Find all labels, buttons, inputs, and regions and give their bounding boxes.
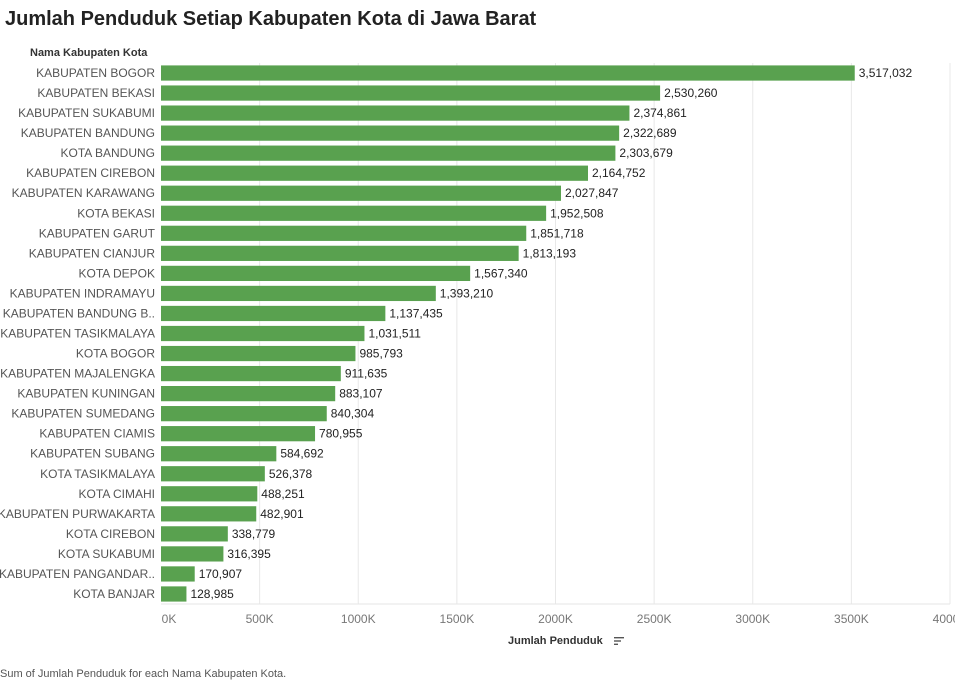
category-label: KOTA BEKASI (77, 206, 155, 220)
value-label: 780,955 (319, 427, 363, 441)
category-label: KOTA BOGOR (76, 347, 155, 361)
category-label: KABUPATEN CIANJUR (29, 246, 156, 260)
value-label: 488,251 (261, 487, 305, 501)
category-label: KABUPATEN BANDUNG (21, 126, 155, 140)
row-axis-header[interactable]: Nama Kabupaten Kota (30, 47, 148, 59)
value-label: 2,303,679 (619, 146, 673, 160)
category-label: KABUPATEN SUKABUMI (18, 106, 155, 120)
bar (161, 125, 620, 141)
x-tick-label: 2500K (637, 612, 672, 626)
bar (161, 586, 187, 602)
x-tick-label: 3500K (834, 612, 869, 626)
value-label: 1,031,511 (368, 327, 421, 341)
category-label: KABUPATEN BOGOR (36, 66, 155, 80)
value-label: 985,793 (359, 347, 403, 361)
bar (161, 345, 356, 362)
category-label: KABUPATEN BEKASI (37, 86, 155, 100)
category-label: KOTA CIMAHI (79, 487, 155, 501)
category-label: KABUPATEN GARUT (39, 226, 156, 240)
value-label: 2,530,260 (664, 86, 718, 100)
category-label: KABUPATEN INDRAMAYU (10, 286, 155, 300)
value-label: 911,635 (345, 367, 388, 381)
bar (161, 225, 527, 241)
bar (161, 165, 588, 181)
bar (161, 305, 386, 322)
bar (161, 245, 519, 261)
bar (161, 365, 341, 382)
category-label: KOTA BANJAR (73, 587, 155, 601)
value-label: 1,137,435 (389, 306, 443, 320)
value-label: 1,952,508 (550, 206, 604, 220)
bar (161, 285, 436, 302)
value-label: 2,164,752 (592, 166, 646, 180)
chart-title: Jumlah Penduduk Setiap Kabupaten Kota di… (5, 8, 537, 30)
value-label: 3,517,032 (859, 66, 913, 80)
x-tick-label: 4000K (933, 612, 955, 626)
bar (161, 325, 365, 342)
value-label: 170,907 (199, 567, 243, 581)
x-tick-label: 500K (246, 612, 274, 626)
bar (161, 85, 661, 101)
category-label: KABUPATEN CIAMIS (39, 427, 155, 441)
bar (161, 145, 616, 161)
bar (161, 65, 855, 81)
category-label: KABUPATEN SUMEDANG (11, 407, 155, 421)
x-tick-label: 0K (162, 612, 177, 626)
value-label: 1,567,340 (474, 266, 528, 280)
sort-descending-icon[interactable] (613, 635, 625, 647)
bar (161, 426, 316, 442)
bar (161, 205, 547, 221)
bar (161, 185, 561, 201)
category-label: KOTA BANDUNG (61, 146, 155, 160)
category-label: KABUPATEN BANDUNG B.. (3, 306, 155, 320)
value-label: 482,901 (260, 507, 304, 521)
category-label: KABUPATEN CIREBON (26, 166, 155, 180)
bar (161, 385, 336, 402)
value-label: 316,395 (227, 547, 271, 561)
bar (161, 265, 471, 282)
category-label: KABUPATEN PURWAKARTA (0, 507, 155, 521)
category-label: KABUPATEN MAJALENGKA (0, 367, 155, 381)
x-tick-label: 3000K (735, 612, 770, 626)
category-label: KABUPATEN PANGANDAR.. (0, 567, 155, 581)
category-label: KABUPATEN TASIKMALAYA (0, 327, 155, 341)
bar (161, 546, 224, 562)
value-label: 1,851,718 (530, 226, 584, 240)
category-label: KOTA DEPOK (79, 266, 155, 280)
value-label: 338,779 (232, 527, 276, 541)
x-tick-label: 1000K (341, 612, 376, 626)
bar (161, 446, 277, 462)
value-label: 1,393,210 (440, 286, 494, 300)
bar (161, 566, 195, 582)
x-tick-label: 1500K (440, 612, 475, 626)
x-tick-label: 2000K (538, 612, 573, 626)
value-label: 1,813,193 (523, 246, 577, 260)
category-label: KOTA TASIKMALAYA (40, 467, 155, 481)
value-label: 840,304 (331, 407, 375, 421)
bar (161, 486, 258, 502)
bar-chart: 0K 500K 1000K 1500K 2000K 2500K 3000K 3500K 4000… (0, 63, 955, 626)
category-label: KABUPATEN KARAWANG (12, 186, 155, 200)
value-label: 2,027,847 (565, 186, 619, 200)
chart-caption: Sum of Jumlah Penduduk for each Nama Kab… (0, 668, 287, 680)
bar (161, 466, 265, 482)
bar (161, 406, 327, 422)
value-label: 2,374,861 (633, 106, 687, 120)
value-label: 526,378 (269, 467, 313, 481)
category-label: KABUPATEN KUNINGAN (17, 387, 155, 401)
value-label: 2,322,689 (623, 126, 677, 140)
category-label: KABUPATEN SUBANG (30, 447, 155, 461)
value-label: 128,985 (190, 587, 234, 601)
bar (161, 526, 228, 542)
bar (161, 506, 257, 522)
category-label: KOTA SUKABUMI (58, 547, 155, 561)
value-label: 883,107 (339, 387, 383, 401)
category-label: KOTA CIREBON (66, 527, 155, 541)
value-label: 584,692 (280, 447, 324, 461)
bar (161, 105, 630, 121)
x-axis-title[interactable]: Jumlah Penduduk (508, 635, 603, 647)
